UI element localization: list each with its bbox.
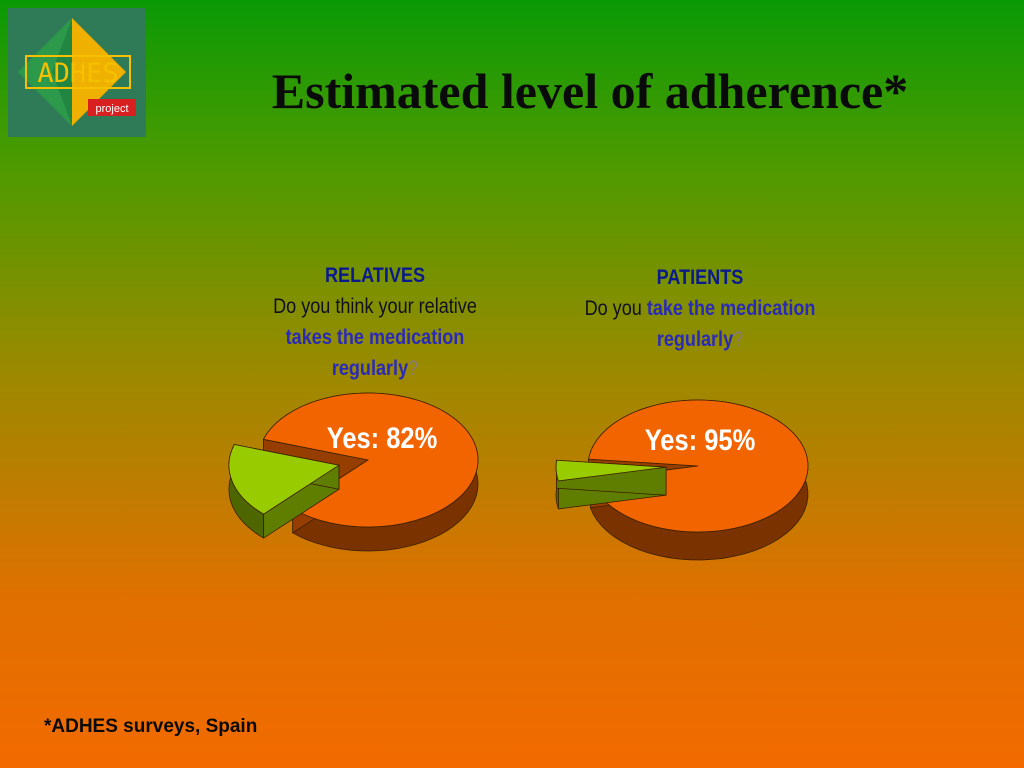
patients-data-label: Yes: 95% bbox=[645, 423, 756, 456]
logo-text: ADHES bbox=[37, 58, 118, 89]
patients-caption: PATIENTS Do you take the medication regu… bbox=[567, 262, 834, 355]
relatives-question: Do you think your relative takes the med… bbox=[273, 295, 477, 380]
footnote: *ADHES surveys, Spain bbox=[44, 716, 258, 737]
patients-title: PATIENTS bbox=[656, 266, 744, 289]
relatives-slice-no bbox=[228, 444, 340, 539]
relatives-data-label: Yes: 82% bbox=[327, 421, 438, 454]
patients-question: Do you take the medication regularly? bbox=[584, 297, 816, 351]
page-title: Estimated level of adherence* bbox=[271, 63, 909, 119]
relatives-caption: RELATIVES Do you think your relative tak… bbox=[250, 260, 499, 384]
adhes-logo: ADHES project bbox=[8, 8, 146, 137]
patients-slice-no bbox=[555, 459, 667, 510]
logo-subtext: project bbox=[95, 103, 128, 115]
relatives-title: RELATIVES bbox=[324, 264, 426, 287]
